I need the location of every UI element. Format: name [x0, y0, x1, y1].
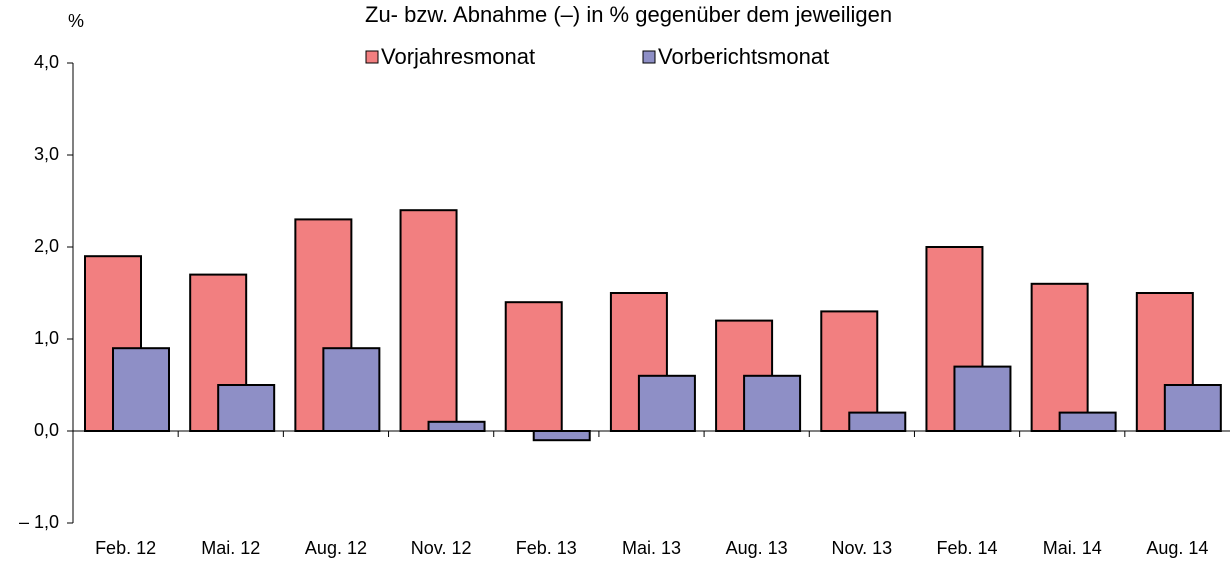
x-tick-label: Feb. 13 [516, 538, 577, 558]
x-tick-label: Feb. 12 [95, 538, 156, 558]
x-tick-label: Mai. 14 [1043, 538, 1102, 558]
bar [399, 209, 458, 432]
bar [743, 374, 802, 432]
legend-swatch [365, 50, 379, 64]
chart-title: Zu- bzw. Abnahme (–) in % gegenüber dem … [365, 2, 892, 27]
x-tick-label: Aug. 13 [726, 538, 788, 558]
y-tick-label: 2,0 [34, 236, 59, 256]
y-tick-label: – 1,0 [19, 512, 59, 532]
x-tick-label: Aug. 12 [305, 538, 367, 558]
legend-swatch [642, 50, 656, 64]
bar [848, 411, 907, 433]
x-tick-label: Nov. 12 [411, 538, 472, 558]
bar [637, 374, 696, 432]
bar [217, 384, 276, 432]
legend-label: Vorberichtsmonat [658, 44, 829, 69]
x-tick-label: Aug. 14 [1146, 538, 1208, 558]
bar [532, 430, 591, 442]
bar [112, 347, 170, 433]
bar [322, 347, 381, 433]
bar [427, 420, 486, 432]
bar [1030, 282, 1089, 432]
bar [953, 365, 1012, 433]
bar [1163, 384, 1222, 432]
bar [504, 301, 563, 433]
y-tick-label: 3,0 [34, 144, 59, 164]
bar [820, 310, 879, 432]
x-tick-label: Nov. 13 [832, 538, 893, 558]
x-tick-label: Mai. 12 [201, 538, 260, 558]
x-tick-label: Feb. 14 [937, 538, 998, 558]
y-tick-label: 0,0 [34, 420, 59, 440]
bar [1058, 411, 1117, 433]
x-tick-label: Mai. 13 [622, 538, 681, 558]
y-tick-label: 4,0 [34, 52, 59, 72]
y-axis-label: % [68, 11, 84, 31]
y-tick-label: 1,0 [34, 328, 59, 348]
legend-label: Vorjahresmonat [381, 44, 535, 69]
